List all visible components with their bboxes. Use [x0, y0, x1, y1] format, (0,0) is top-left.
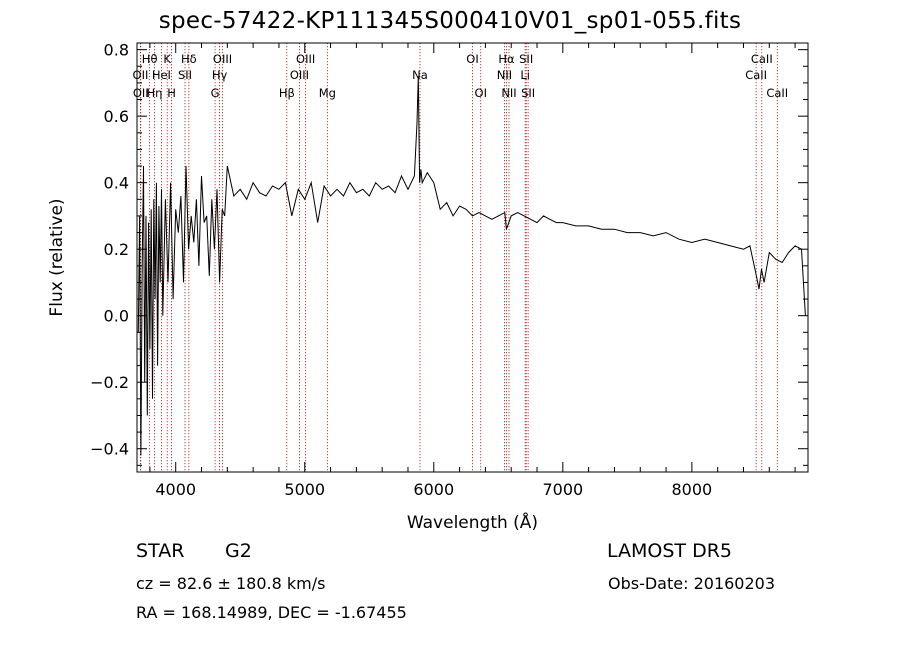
y-tick-label: 0.2: [104, 240, 129, 259]
survey-label: LAMOST DR5: [607, 540, 732, 562]
marker-label: OIII: [296, 52, 315, 66]
marker-label: SII: [521, 86, 535, 100]
marker-label: Hα: [498, 52, 515, 66]
x-tick-label: 4000: [155, 480, 196, 499]
marker-label: Hβ: [279, 86, 295, 100]
marker-label: K: [163, 52, 171, 66]
y-tick-label: −0.2: [90, 373, 129, 392]
marker-label: SII: [519, 52, 533, 66]
marker-label: HeI: [152, 68, 171, 82]
marker-label: CaII: [751, 52, 773, 66]
object-class: STAR: [136, 540, 185, 562]
marker-label: Hη: [146, 86, 162, 100]
coords-label: RA = 168.14989, DEC = -1.67455: [136, 603, 407, 622]
object-subclass: G2: [225, 540, 252, 562]
redshift-label: cz = 82.6 ± 180.8 km/s: [136, 574, 326, 593]
marker-label: NII: [497, 68, 512, 82]
marker-label: CaII: [766, 86, 788, 100]
x-tick-label: 5000: [284, 480, 325, 499]
x-tick-label: 7000: [542, 480, 583, 499]
marker-label: OI: [475, 86, 487, 100]
marker-label: Hγ: [212, 68, 228, 82]
x-tick-label: 6000: [413, 480, 454, 499]
marker-label: H: [167, 86, 176, 100]
marker-label: Hθ: [142, 52, 158, 66]
marker-label: Mg: [319, 86, 336, 100]
marker-label: CaII: [745, 68, 767, 82]
x-tick-label: 8000: [672, 480, 713, 499]
flux-series-line: [137, 76, 806, 456]
marker-label: SII: [178, 68, 192, 82]
y-tick-label: −0.4: [90, 440, 129, 459]
obs-date-label: Obs-Date: 20160203: [608, 574, 776, 593]
y-axis-label: Flux (relative): [47, 198, 67, 316]
marker-label: G: [211, 86, 220, 100]
marker-label: OIII: [213, 52, 232, 66]
marker-label: Hδ: [181, 52, 197, 66]
chart-title: spec-57422-KP111345S000410V01_sp01-055.f…: [158, 8, 742, 34]
plot-frame: [136, 42, 809, 473]
y-tick-label: 0.4: [104, 174, 129, 193]
marker-label: OII: [133, 86, 149, 100]
marker-label: OIII: [290, 68, 309, 82]
marker-label: OII: [133, 68, 149, 82]
marker-label: OI: [466, 52, 478, 66]
marker-label: Na: [412, 68, 428, 82]
y-tick-label: 0.0: [104, 307, 129, 326]
marker-label: NII: [501, 86, 516, 100]
y-tick-label: 0.6: [104, 107, 129, 126]
marker-label: Li: [520, 68, 530, 82]
y-tick-label: 0.8: [104, 41, 129, 60]
x-axis-label: Wavelength (Å): [407, 511, 538, 533]
